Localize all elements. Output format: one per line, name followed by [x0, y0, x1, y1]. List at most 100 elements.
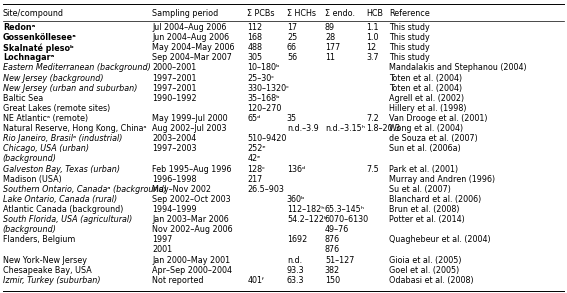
Text: Brun et al. (2008): Brun et al. (2008) [389, 205, 459, 214]
Text: 49–76: 49–76 [325, 225, 349, 234]
Text: 12: 12 [366, 43, 376, 52]
Text: Redonᵃ: Redonᵃ [3, 23, 35, 32]
Text: Eastern Mediterranean (background): Eastern Mediterranean (background) [3, 64, 151, 72]
Text: Murray and Andren (1996): Murray and Andren (1996) [389, 175, 495, 184]
Text: Σ HCHs: Σ HCHs [287, 9, 316, 18]
Text: 112–182ʰ: 112–182ʰ [287, 205, 324, 214]
Text: Sep 2002–Oct 2003: Sep 2002–Oct 2003 [152, 195, 231, 204]
Text: 7.2: 7.2 [366, 114, 379, 123]
Text: Natural Reserve, Hong Kong, Chinaᵃ: Natural Reserve, Hong Kong, Chinaᵃ [3, 124, 146, 133]
Text: 1.8–20.3: 1.8–20.3 [366, 124, 400, 133]
Text: 252ᵉ: 252ᵉ [247, 144, 266, 153]
Text: Atlantic Canada (background): Atlantic Canada (background) [3, 205, 123, 214]
Text: 3.7: 3.7 [366, 53, 379, 62]
Text: 11: 11 [325, 53, 335, 62]
Text: 54.2–122ʰ: 54.2–122ʰ [287, 215, 327, 224]
Text: 510–9420: 510–9420 [247, 134, 286, 143]
Text: Hillery et al. (1998): Hillery et al. (1998) [389, 104, 467, 113]
Text: 128ᶜ: 128ᶜ [247, 165, 265, 173]
Text: Baltic Sea: Baltic Sea [3, 94, 43, 103]
Text: 1990–1992: 1990–1992 [152, 94, 197, 103]
Text: Sampling period: Sampling period [152, 9, 218, 18]
Text: This study: This study [389, 23, 430, 32]
Text: (background): (background) [3, 225, 57, 234]
Text: 1997–2003: 1997–2003 [152, 144, 196, 153]
Text: 2000–2001: 2000–2001 [152, 64, 196, 72]
Text: 51–127: 51–127 [325, 255, 354, 265]
Text: 56: 56 [287, 53, 297, 62]
Text: 177: 177 [325, 43, 340, 52]
Text: Chicago, USA (urban): Chicago, USA (urban) [3, 144, 89, 153]
Text: Wong et al. (2004): Wong et al. (2004) [389, 124, 463, 133]
Text: 35–168ᵇ: 35–168ᵇ [247, 94, 280, 103]
Text: n.d.: n.d. [287, 255, 302, 265]
Text: n.d.–3.15ʰ: n.d.–3.15ʰ [325, 124, 365, 133]
Text: Aug 2002–Jul 2003: Aug 2002–Jul 2003 [152, 124, 226, 133]
Text: Flanders, Belgium: Flanders, Belgium [3, 235, 75, 244]
Text: 1997: 1997 [152, 235, 172, 244]
Text: 112: 112 [247, 23, 263, 32]
Text: 65.3–145ʰ: 65.3–145ʰ [325, 205, 365, 214]
Text: 63.3: 63.3 [287, 276, 304, 285]
Text: 2003–2004: 2003–2004 [152, 134, 196, 143]
Text: May 1999–Jul 2000: May 1999–Jul 2000 [152, 114, 227, 123]
Text: Σ PCBs: Σ PCBs [247, 9, 275, 18]
Text: Blanchard et al. (2006): Blanchard et al. (2006) [389, 195, 481, 204]
Text: New York-New Jersey: New York-New Jersey [3, 255, 87, 265]
Text: Sep 2004–Mar 2007: Sep 2004–Mar 2007 [152, 53, 232, 62]
Text: 217: 217 [247, 175, 263, 184]
Text: 89: 89 [325, 23, 335, 32]
Text: 876: 876 [325, 246, 340, 254]
Text: 120–270: 120–270 [247, 104, 282, 113]
Text: Toten et al. (2004): Toten et al. (2004) [389, 84, 462, 93]
Text: Van Drooge et al. (2001): Van Drooge et al. (2001) [389, 114, 488, 123]
Text: Quaghebeur et al. (2004): Quaghebeur et al. (2004) [389, 235, 490, 244]
Text: 1994–1999: 1994–1999 [152, 205, 197, 214]
Text: 25–30ᶜ: 25–30ᶜ [247, 74, 274, 83]
Text: Rio Janeiro, Brasilᵃ (industrial): Rio Janeiro, Brasilᵃ (industrial) [3, 134, 122, 143]
Text: Great Lakes (remote sites): Great Lakes (remote sites) [3, 104, 110, 113]
Text: Toten et al. (2004): Toten et al. (2004) [389, 74, 462, 83]
Text: Jul 2004–Aug 2006: Jul 2004–Aug 2006 [152, 23, 226, 32]
Text: Sun et al. (2006a): Sun et al. (2006a) [389, 144, 461, 153]
Text: 488: 488 [247, 43, 262, 52]
Text: 330–1320ᶜ: 330–1320ᶜ [247, 84, 289, 93]
Text: 876: 876 [325, 235, 340, 244]
Text: Agrell et al. (2002): Agrell et al. (2002) [389, 94, 464, 103]
Text: NE Atlanticᵃ (remote): NE Atlanticᵃ (remote) [3, 114, 88, 123]
Text: This study: This study [389, 33, 430, 42]
Text: Nov 2002–Aug 2006: Nov 2002–Aug 2006 [152, 225, 232, 234]
Text: Skalnaté plesoᵇ: Skalnaté plesoᵇ [3, 43, 74, 52]
Text: de Souza et al. (2007): de Souza et al. (2007) [389, 134, 478, 143]
Text: 382: 382 [325, 266, 340, 275]
Text: 168: 168 [247, 33, 262, 42]
Text: Park et al. (2001): Park et al. (2001) [389, 165, 458, 173]
Text: 401ᶠ: 401ᶠ [247, 276, 265, 285]
Text: 25: 25 [287, 33, 297, 42]
Text: 305: 305 [247, 53, 263, 62]
Text: 1692: 1692 [287, 235, 307, 244]
Text: May 2004–May 2006: May 2004–May 2006 [152, 43, 235, 52]
Text: New Jersey (urban and suburban): New Jersey (urban and suburban) [3, 84, 137, 93]
Text: (background): (background) [3, 154, 57, 163]
Text: 1997–2001: 1997–2001 [152, 84, 196, 93]
Text: 93.3: 93.3 [287, 266, 304, 275]
Text: 1.1: 1.1 [366, 23, 379, 32]
Text: 136ᵈ: 136ᵈ [287, 165, 305, 173]
Text: 150: 150 [325, 276, 340, 285]
Text: Gioia et al. (2005): Gioia et al. (2005) [389, 255, 462, 265]
Text: This study: This study [389, 43, 430, 52]
Text: Jan 2003–Mar 2006: Jan 2003–Mar 2006 [152, 215, 229, 224]
Text: Lochnagarᵃ: Lochnagarᵃ [3, 53, 54, 62]
Text: 7.5: 7.5 [366, 165, 379, 173]
Text: 2001: 2001 [152, 246, 172, 254]
Text: May–Nov 2002: May–Nov 2002 [152, 185, 211, 194]
Text: Site/compound: Site/compound [3, 9, 64, 18]
Text: Apr–Sep 2000–2004: Apr–Sep 2000–2004 [152, 266, 232, 275]
Text: 17: 17 [287, 23, 297, 32]
Text: Σ endo.: Σ endo. [325, 9, 355, 18]
Text: 6070–6130: 6070–6130 [325, 215, 369, 224]
Text: 28: 28 [325, 33, 335, 42]
Text: Reference: Reference [389, 9, 430, 18]
Text: Madison (USA): Madison (USA) [3, 175, 62, 184]
